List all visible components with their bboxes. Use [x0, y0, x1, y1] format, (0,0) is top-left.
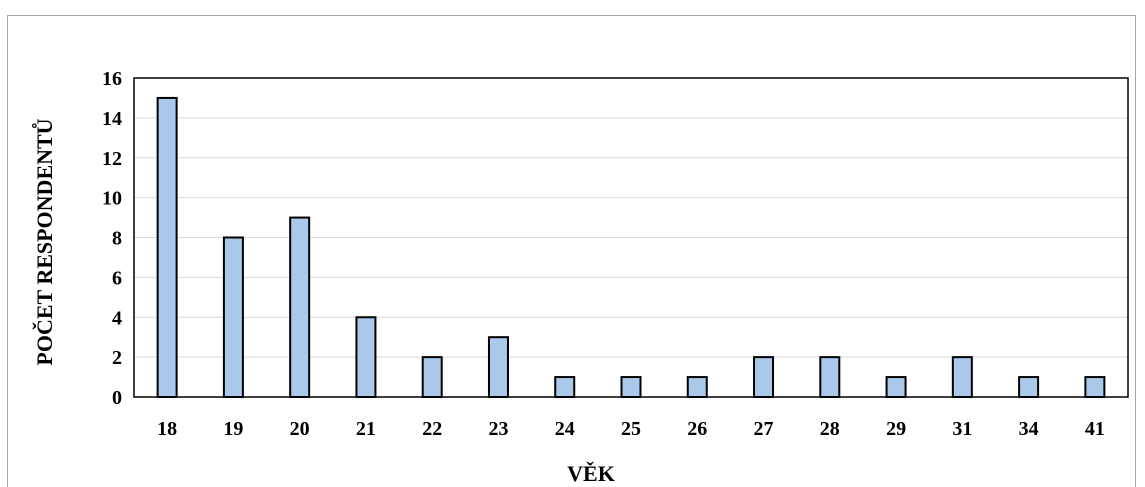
x-tick-label: 25 — [621, 418, 641, 440]
bar-20 — [289, 216, 311, 398]
bar-29 — [885, 376, 907, 398]
x-tick-label: 18 — [157, 418, 177, 440]
x-tick-label: 21 — [356, 418, 376, 440]
y-tick-label: 2 — [112, 347, 122, 369]
x-tick-label: 31 — [952, 418, 972, 440]
y-tick-label: 10 — [102, 188, 122, 210]
bar-19 — [222, 236, 244, 398]
bar-26 — [686, 376, 708, 398]
x-tick-label: 19 — [223, 418, 243, 440]
y-axis-title: POČET RESPONDENTŮ — [32, 118, 57, 365]
bar-34 — [1018, 376, 1040, 398]
bar-27 — [753, 356, 775, 398]
x-tick-label: 24 — [555, 418, 575, 440]
y-tick-label: 4 — [112, 307, 122, 329]
bar-21 — [355, 316, 377, 398]
x-tick-label: 27 — [754, 418, 774, 440]
x-tick-label: 23 — [488, 418, 508, 440]
x-tick-label: 29 — [886, 418, 906, 440]
bar-18 — [156, 96, 178, 398]
y-tick-label: 0 — [112, 387, 122, 409]
x-axis-title: VĚK — [567, 461, 615, 486]
chart-frame — [7, 15, 1136, 487]
bars — [156, 96, 1106, 398]
bar-41 — [1084, 376, 1106, 398]
bar-31 — [951, 356, 973, 398]
x-tick-label: 20 — [290, 418, 310, 440]
y-tick-label: 16 — [102, 68, 122, 90]
bar-28 — [819, 356, 841, 398]
x-axis-ticks: 18 19 20 21 22 23 24 25 26 27 28 29 31 34 41 — [157, 418, 1105, 440]
x-tick-label: 26 — [687, 418, 707, 440]
bar-25 — [620, 376, 642, 398]
y-tick-label: 6 — [112, 267, 122, 289]
x-tick-label: 41 — [1085, 418, 1105, 440]
x-tick-label: 28 — [820, 418, 840, 440]
y-axis-ticks: 0 2 4 6 8 10 12 14 16 — [102, 68, 122, 409]
bar-22 — [421, 356, 443, 398]
y-tick-label: 14 — [102, 108, 122, 130]
gridlines — [134, 117, 1128, 358]
bar-24 — [554, 376, 576, 398]
x-tick-label: 34 — [1019, 418, 1039, 440]
bar-23 — [487, 336, 509, 398]
y-tick-label: 12 — [102, 148, 122, 170]
y-tick-label: 8 — [112, 228, 122, 250]
x-tick-label: 22 — [422, 418, 442, 440]
